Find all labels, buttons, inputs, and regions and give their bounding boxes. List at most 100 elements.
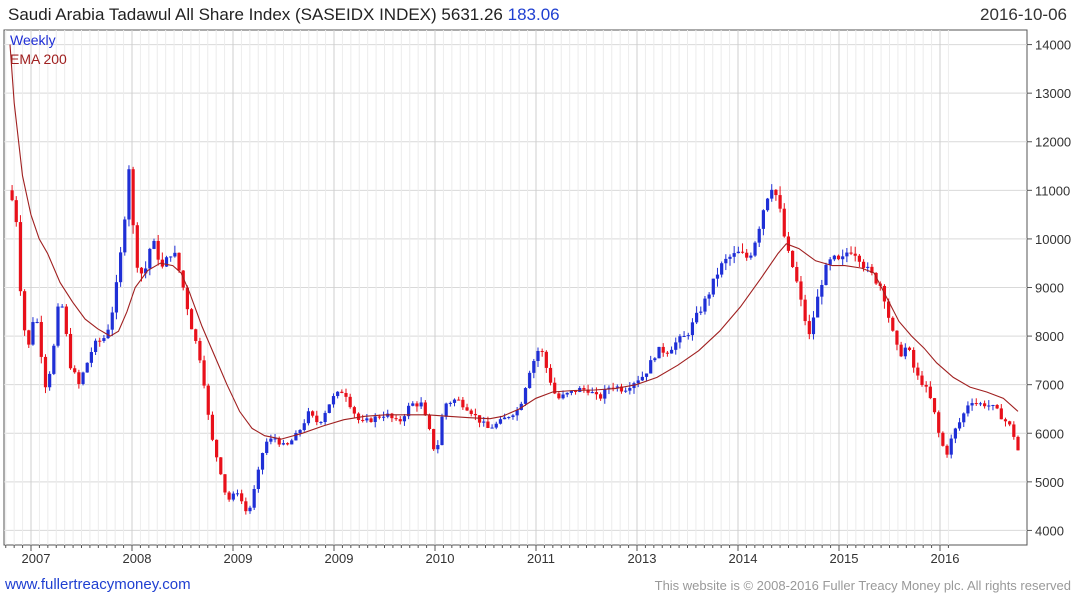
candle-body (841, 256, 845, 260)
candle-body (795, 267, 799, 282)
candle-body (644, 373, 649, 377)
candle-body (202, 360, 206, 386)
candle-body (131, 169, 135, 226)
candle-body (285, 443, 290, 445)
candle-body (836, 255, 841, 260)
candle-body (649, 360, 653, 374)
candle-body (64, 306, 68, 334)
candle-body (344, 392, 348, 397)
candle-body (995, 405, 999, 409)
candle-body (244, 501, 248, 512)
ema-200-line (9, 44, 1019, 440)
candle-body (31, 322, 35, 345)
candle-body (774, 189, 778, 196)
candle-body (473, 413, 477, 416)
candle-body (699, 311, 703, 313)
candle-body (227, 492, 231, 500)
candle-body (928, 386, 932, 399)
candle-body (482, 421, 486, 423)
candle-body (415, 403, 419, 407)
candle-body (791, 250, 795, 268)
candle-body (949, 438, 953, 455)
x-tick-label: 2007 (22, 551, 51, 566)
candle-body (553, 382, 557, 394)
y-tick-label: 4000 (1035, 523, 1064, 538)
candle-body (39, 321, 43, 357)
candle-body (786, 236, 791, 251)
candle-body (945, 445, 949, 455)
x-tick-label: 2013 (628, 551, 657, 566)
candle-body (298, 430, 302, 434)
candle-body (14, 200, 18, 223)
candle-body (761, 210, 765, 229)
candle-body (999, 408, 1003, 420)
candle-body (523, 388, 528, 404)
x-tick-label: 2014 (729, 551, 758, 566)
candle-body (849, 252, 853, 254)
candle-body (695, 312, 699, 323)
candle-body (511, 415, 515, 418)
candle-body (532, 361, 536, 373)
candle-body (231, 493, 235, 500)
y-tick-label: 14000 (1035, 38, 1071, 53)
candle-body (356, 413, 361, 420)
candle-body (198, 340, 202, 361)
y-axis: 4000 5000 6000 7000 8000 9000 10000 11000 12000 1… (1027, 38, 1071, 538)
x-tick-label: 2010 (426, 551, 455, 566)
candle-body (573, 390, 578, 392)
candle-body (77, 372, 81, 384)
candle-body (832, 255, 836, 260)
candle-body (603, 389, 607, 399)
candle-body (753, 242, 757, 256)
candle-body (89, 352, 93, 363)
candle-body (941, 432, 945, 446)
candle-body (48, 373, 52, 388)
candle-body (390, 413, 394, 419)
candle-body (724, 258, 728, 264)
y-tick-label: 8000 (1035, 329, 1064, 344)
candle-body (820, 285, 824, 297)
candle-body (114, 282, 119, 313)
candle-body (1003, 419, 1008, 422)
candle-body (215, 439, 219, 458)
candle-body (85, 362, 89, 373)
candle-body (156, 240, 160, 260)
candle-body (991, 405, 995, 407)
candle-body (81, 372, 85, 384)
chart-title: Saudi Arabia Tadawul All Share Index (SA… (8, 5, 437, 24)
candle-body (290, 440, 294, 445)
candle-body (966, 405, 970, 414)
candle-body (811, 317, 816, 335)
candle-body (219, 457, 223, 475)
candle-body (970, 403, 974, 406)
candle-body (932, 398, 937, 413)
x-axis: 2007 2008 2009 2009 2010 2011 2013 2014 2015 2016 (5, 545, 960, 566)
candle-body (640, 376, 644, 381)
candle-body (987, 405, 991, 407)
candle-body (461, 399, 465, 408)
candle-body (736, 251, 740, 254)
candle-body (682, 336, 686, 338)
x-tick-label: 2008 (123, 551, 152, 566)
candle-body (657, 346, 661, 359)
candle-body (899, 344, 903, 357)
x-tick-label: 2011 (527, 551, 555, 566)
chart-date: 2016-10-06 (980, 5, 1067, 24)
candle-body (498, 419, 503, 424)
candle-body (765, 198, 770, 211)
candle-body (874, 272, 878, 284)
candle-body (315, 415, 319, 423)
website-link[interactable]: www.fullertreacymoney.com (5, 576, 191, 593)
candle-body (381, 416, 386, 418)
grid-lines (4, 30, 1027, 545)
candle-body (974, 403, 978, 405)
candle-body (782, 208, 786, 237)
x-tick-label: 2016 (931, 551, 960, 566)
candle-body (749, 255, 753, 258)
candle-body (1008, 421, 1012, 425)
candle-body (235, 493, 240, 495)
candle-body (507, 417, 511, 419)
candle-body (924, 384, 928, 387)
candle-body (557, 393, 561, 399)
candle-body (448, 402, 452, 404)
